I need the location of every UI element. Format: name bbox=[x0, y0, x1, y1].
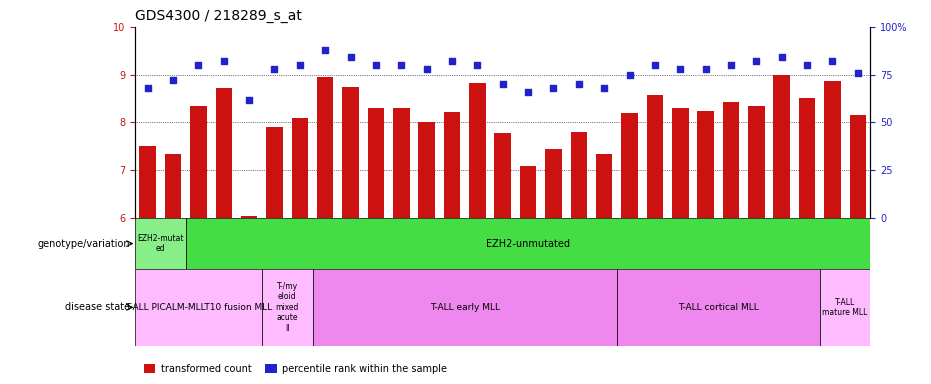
Text: EZH2-unmutated: EZH2-unmutated bbox=[486, 238, 570, 248]
Bar bbox=[774, 74, 790, 218]
Point bbox=[775, 55, 789, 61]
Bar bbox=[135, 269, 262, 346]
Point bbox=[141, 85, 155, 91]
Bar bbox=[617, 269, 820, 346]
Text: disease state: disease state bbox=[65, 302, 130, 312]
Text: T-ALL PICALM-MLLT10 fusion MLL: T-ALL PICALM-MLLT10 fusion MLL bbox=[125, 303, 272, 312]
Bar bbox=[393, 108, 410, 218]
Point bbox=[622, 71, 637, 78]
Point bbox=[419, 66, 434, 72]
Bar bbox=[317, 77, 333, 218]
Bar bbox=[444, 112, 460, 218]
Point bbox=[267, 66, 282, 72]
Text: transformed count: transformed count bbox=[161, 364, 251, 374]
Bar bbox=[519, 167, 536, 218]
Bar bbox=[135, 218, 185, 269]
Bar bbox=[596, 154, 613, 218]
Bar bbox=[368, 108, 385, 218]
Bar bbox=[494, 133, 511, 218]
Point bbox=[520, 89, 535, 95]
Point bbox=[369, 62, 384, 68]
Bar bbox=[215, 88, 232, 218]
Point bbox=[470, 62, 485, 68]
Point bbox=[647, 62, 662, 68]
Text: percentile rank within the sample: percentile rank within the sample bbox=[282, 364, 447, 374]
Bar bbox=[190, 106, 207, 218]
Bar bbox=[313, 269, 617, 346]
Text: T-ALL
mature MLL: T-ALL mature MLL bbox=[822, 298, 868, 317]
Point bbox=[191, 62, 206, 68]
Bar bbox=[697, 111, 714, 218]
Bar bbox=[140, 146, 155, 218]
Bar bbox=[621, 113, 638, 218]
Bar bbox=[799, 98, 816, 218]
Bar bbox=[418, 122, 435, 218]
Point bbox=[445, 58, 460, 65]
Bar bbox=[291, 118, 308, 218]
Text: GDS4300 / 218289_s_at: GDS4300 / 218289_s_at bbox=[135, 9, 302, 23]
Point bbox=[317, 47, 332, 53]
Point bbox=[495, 81, 510, 87]
Bar bbox=[262, 269, 313, 346]
Bar bbox=[469, 83, 486, 218]
Point bbox=[572, 81, 587, 87]
Bar bbox=[672, 108, 689, 218]
Text: T-ALL cortical MLL: T-ALL cortical MLL bbox=[678, 303, 759, 312]
Bar bbox=[824, 81, 841, 218]
Point bbox=[394, 62, 409, 68]
Bar bbox=[722, 103, 739, 218]
Text: T-/my
eloid
mixed
acute
ll: T-/my eloid mixed acute ll bbox=[276, 282, 299, 333]
Bar bbox=[647, 95, 663, 218]
Bar bbox=[343, 87, 358, 218]
Bar bbox=[820, 269, 870, 346]
Bar bbox=[571, 132, 587, 218]
Point bbox=[850, 70, 865, 76]
Bar bbox=[266, 127, 283, 218]
Point bbox=[749, 58, 763, 65]
Point bbox=[698, 66, 713, 72]
Point bbox=[292, 62, 307, 68]
Point bbox=[800, 62, 815, 68]
Point bbox=[546, 85, 560, 91]
Bar bbox=[241, 216, 257, 218]
Text: EZH2-mutat
ed: EZH2-mutat ed bbox=[137, 234, 183, 253]
Text: genotype/variation: genotype/variation bbox=[38, 238, 130, 248]
Point bbox=[673, 66, 688, 72]
Point bbox=[723, 62, 738, 68]
Text: T-ALL early MLL: T-ALL early MLL bbox=[430, 303, 500, 312]
Bar bbox=[850, 115, 866, 218]
Bar bbox=[749, 106, 764, 218]
Point bbox=[344, 55, 358, 61]
Point bbox=[825, 58, 840, 65]
Bar bbox=[165, 154, 182, 218]
Point bbox=[242, 96, 257, 103]
Point bbox=[166, 77, 181, 83]
Point bbox=[216, 58, 231, 65]
Point bbox=[597, 85, 612, 91]
Bar bbox=[546, 149, 561, 218]
